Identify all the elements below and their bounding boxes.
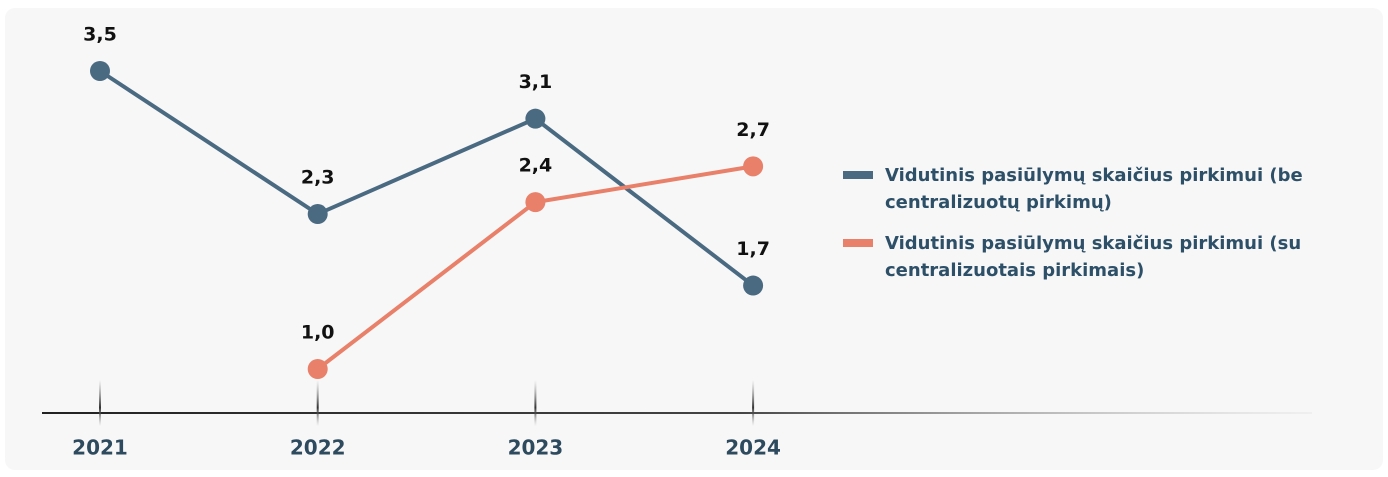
- x-axis: [42, 412, 1312, 414]
- x-tick: [99, 380, 101, 426]
- point: [525, 108, 546, 129]
- x-tick: [316, 380, 319, 426]
- data-label: 2,7: [736, 119, 770, 141]
- legend-label: Vidutinis pasiūlymų skaičius pirkimui (s…: [885, 233, 1302, 281]
- legend-swatch: [843, 239, 873, 247]
- x-tick-label: 2023: [508, 436, 564, 460]
- point: [307, 204, 328, 225]
- x-tick-label: 2024: [725, 436, 781, 460]
- data-label: 2,3: [301, 167, 335, 189]
- x-tick-label: 2021: [72, 436, 128, 460]
- point: [743, 156, 764, 177]
- x-tick: [534, 380, 537, 426]
- data-label: 3,1: [519, 71, 553, 93]
- legend-swatch: [843, 171, 873, 179]
- data-label: 3,5: [83, 24, 117, 46]
- legend-item: Vidutinis pasiūlymų skaičius pirkimui (s…: [843, 230, 1313, 284]
- data-label: 1,7: [736, 238, 770, 260]
- legend: Vidutinis pasiūlymų skaičius pirkimui (b…: [843, 162, 1313, 298]
- point: [525, 192, 546, 213]
- x-tick-label: 2022: [290, 436, 346, 460]
- legend-label: Vidutinis pasiūlymų skaičius pirkimui (b…: [885, 165, 1303, 213]
- point: [307, 359, 328, 379]
- data-label: 1,0: [301, 322, 335, 344]
- point: [90, 61, 110, 81]
- series-line: [98, 69, 755, 288]
- legend-item: Vidutinis pasiūlymų skaičius pirkimui (b…: [843, 162, 1313, 216]
- x-tick: [752, 380, 755, 426]
- data-label: 2,4: [519, 155, 553, 177]
- point: [743, 275, 764, 296]
